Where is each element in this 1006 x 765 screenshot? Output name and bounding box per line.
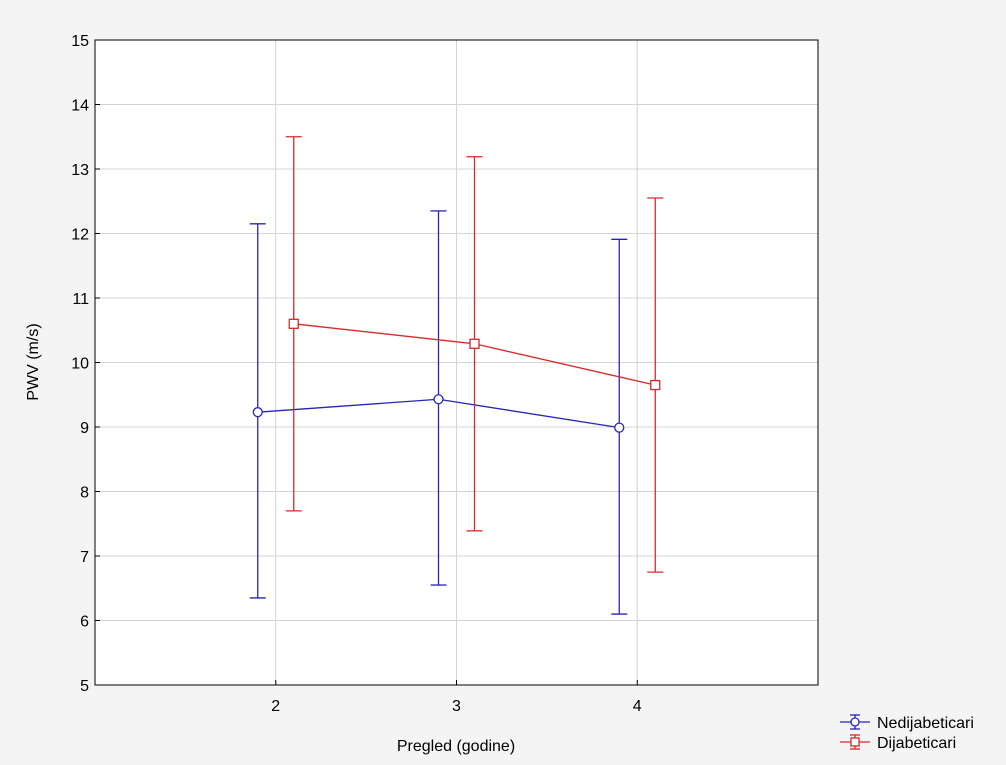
y-tick-label: 6	[80, 614, 89, 631]
y-tick-label: 8	[80, 485, 89, 502]
legend-item: Nedijabeticari	[840, 714, 974, 732]
series-nedijabeticari	[249, 210, 628, 615]
y-tick-label: 10	[71, 356, 89, 373]
data-point-square	[650, 379, 661, 391]
y-tick-label: 9	[80, 420, 89, 437]
legend-marker-circle	[850, 717, 860, 727]
y-tick-label: 14	[71, 98, 89, 115]
y-tick-label: 5	[80, 678, 89, 695]
y-tick-label: 15	[71, 33, 89, 50]
x-axis-label: Pregled (godine)	[397, 738, 515, 755]
legend-item: Dijabeticari	[840, 734, 956, 752]
y-tick-label: 13	[71, 162, 89, 179]
x-tick-label: 4	[633, 698, 642, 715]
axis-ticks: 5 6 7 8 9 10 11 12 13 14 15 2 3 4	[71, 33, 642, 715]
y-tick-label: 7	[80, 549, 89, 566]
legend-label: Dijabeticari	[877, 735, 956, 752]
data-point-circle	[433, 394, 444, 405]
x-tick-label: 3	[452, 698, 461, 715]
data-point-circle	[614, 422, 625, 433]
data-point-circle	[252, 407, 263, 418]
y-tick-label: 11	[72, 291, 89, 308]
legend: Nedijabeticari Dijabeticari	[840, 714, 974, 752]
grid	[95, 40, 818, 685]
legend-label: Nedijabeticari	[877, 715, 974, 732]
data-point-square	[469, 338, 480, 349]
legend-marker-square	[850, 737, 860, 747]
y-tick-label: 12	[71, 227, 89, 244]
x-tick-label: 2	[271, 698, 280, 715]
series-dijabeticari	[285, 136, 664, 573]
series-group	[249, 136, 664, 615]
y-axis-label: PWV (m/s)	[25, 323, 42, 400]
data-point-square	[288, 318, 299, 329]
